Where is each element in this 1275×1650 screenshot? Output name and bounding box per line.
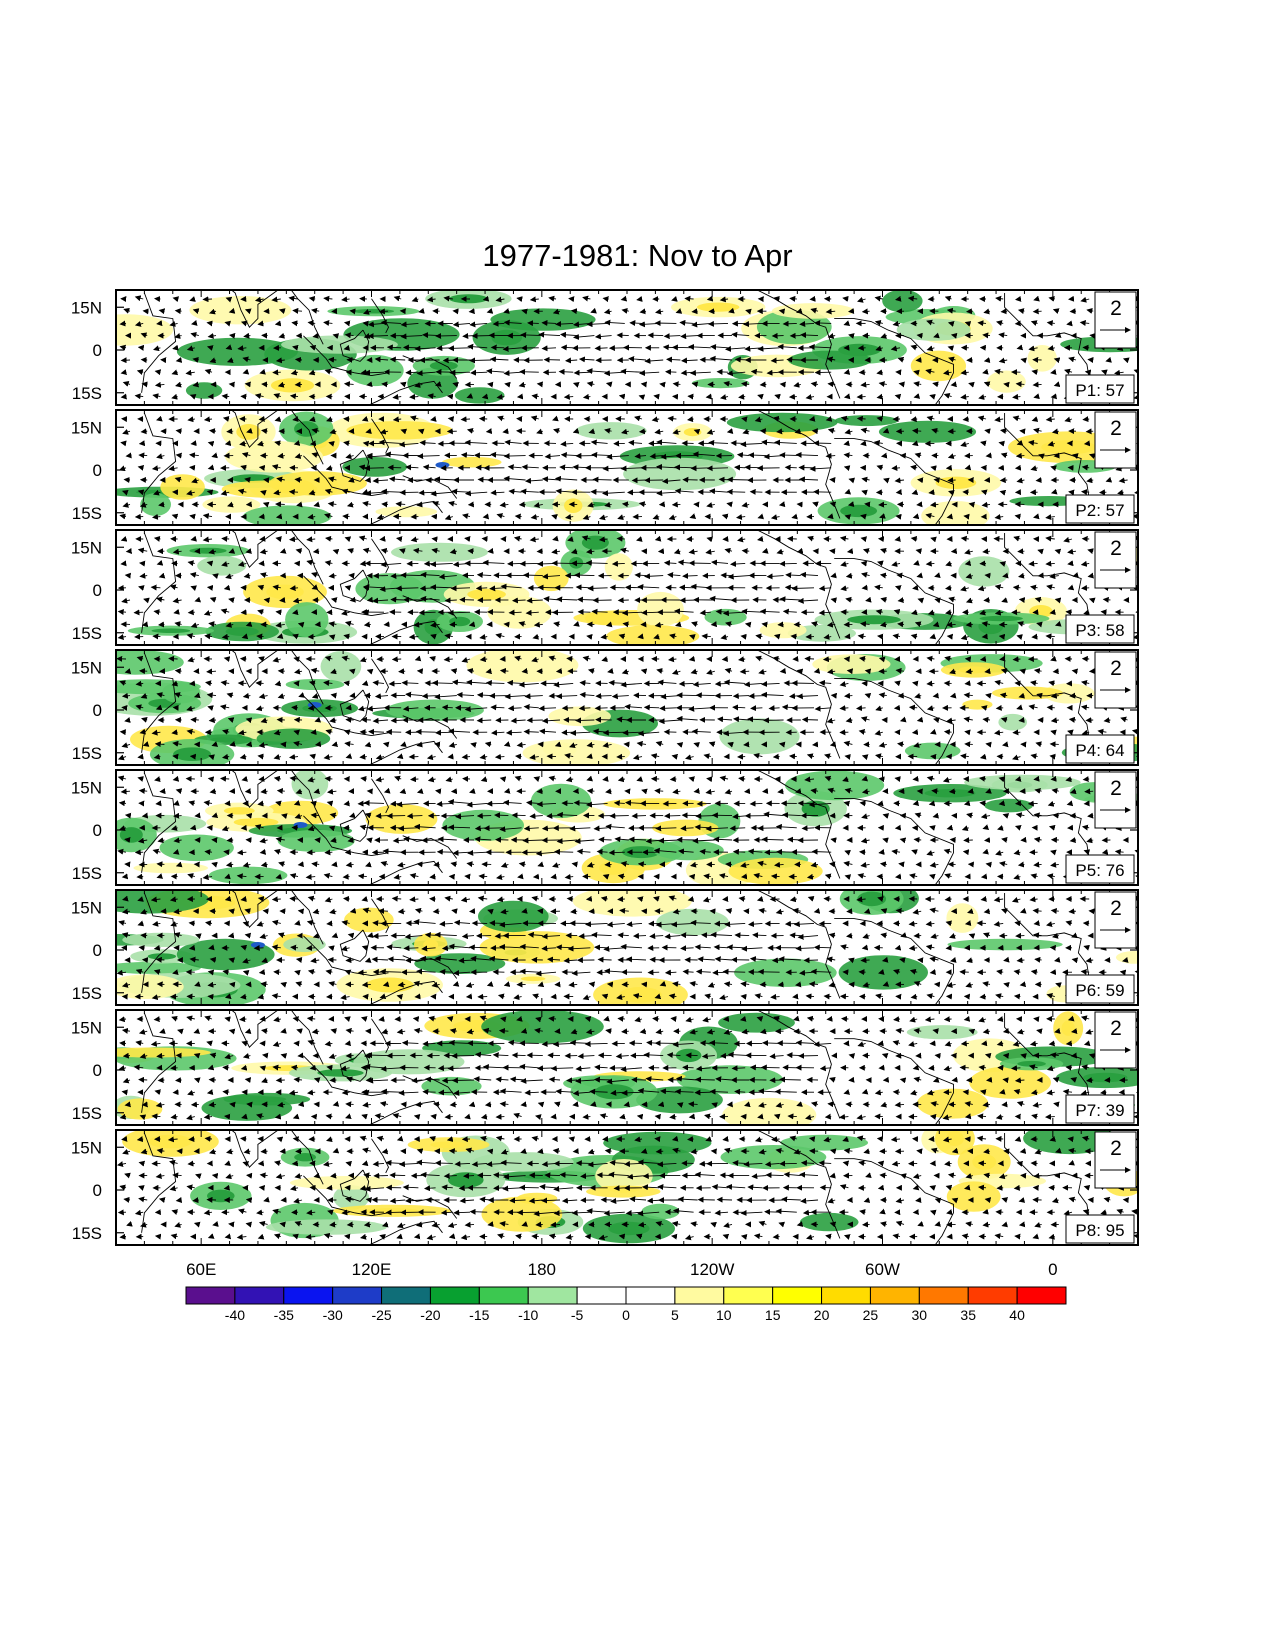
- panel-label-box: P1: 57: [1065, 374, 1135, 404]
- lon-tick-label: 120W: [690, 1260, 734, 1279]
- coastlines: [141, 410, 1091, 525]
- wind-vectors: [119, 295, 1138, 401]
- precipitation-shading: [116, 770, 1138, 885]
- lat-tick-label: 0: [93, 581, 102, 600]
- lat-tick-label: 15S: [72, 384, 102, 403]
- reference-vector-box: 2: [1094, 651, 1137, 709]
- lat-tick-label: 15S: [72, 744, 102, 763]
- wind-vectors: [117, 535, 1138, 641]
- lat-tick-label: 15N: [71, 778, 102, 797]
- lat-tick-label: 15S: [72, 984, 102, 1003]
- panel-label: P6: 59: [1075, 981, 1124, 1000]
- wind-vectors: [117, 1135, 1138, 1241]
- lat-tick-label: 0: [93, 821, 102, 840]
- panel-label: P1: 57: [1075, 381, 1124, 400]
- map-panel-1: 15N 0 15S 2 P1: 57: [71, 289, 1139, 406]
- wind-vectors: [118, 415, 1138, 521]
- panel-label: P3: 58: [1075, 621, 1124, 640]
- lat-tick-label: 0: [93, 1181, 102, 1200]
- lon-tick-label: 60E: [186, 1260, 216, 1279]
- map-panel-8: 15N 0 15S 2 P8: 95: [71, 1129, 1139, 1246]
- reference-vector-label: 2: [1110, 417, 1122, 440]
- reference-vector-box: 2: [1094, 891, 1137, 949]
- reference-vector-box: 2: [1094, 531, 1137, 589]
- precipitation-shading: [117, 1130, 1138, 1245]
- lat-tick-label: 15S: [72, 864, 102, 883]
- lat-tick-label: 15N: [71, 1018, 102, 1037]
- figure-title: 1977-1981: Nov to Apr: [482, 238, 793, 273]
- map-panel-4: 15N 0 15S 2 P4: 64: [71, 649, 1139, 766]
- panel-label: P7: 39: [1075, 1101, 1124, 1120]
- reference-vector-box: 2: [1094, 771, 1137, 829]
- panel-label-box: P4: 64: [1065, 734, 1135, 764]
- reference-vector-label: 2: [1110, 897, 1122, 920]
- reference-vector-label: 2: [1110, 297, 1122, 320]
- lon-tick-label: 180: [528, 1260, 556, 1279]
- map-panel-7: 15N 0 15S 2 P7: 39: [71, 1009, 1139, 1126]
- lat-tick-label: 15S: [72, 504, 102, 523]
- panel-label: P4: 64: [1075, 741, 1124, 760]
- lat-tick-label: 0: [93, 461, 102, 480]
- reference-vector-label: 2: [1110, 777, 1122, 800]
- reference-vector-box: 2: [1094, 1131, 1137, 1189]
- wind-vectors: [116, 655, 1138, 761]
- precipitation-shading: [117, 530, 1138, 645]
- panel-label-box: P5: 76: [1065, 854, 1135, 884]
- panel-label-box: P8: 95: [1065, 1214, 1135, 1244]
- lat-tick-label: 0: [93, 1061, 102, 1080]
- lon-tick-label: 60W: [865, 1260, 900, 1279]
- panel-label-box: P3: 58: [1065, 614, 1135, 644]
- lat-tick-label: 0: [93, 341, 102, 360]
- panel-label-box: P7: 39: [1065, 1094, 1135, 1124]
- precipitation-shading: [116, 890, 1138, 1005]
- lat-tick-label: 15S: [72, 1104, 102, 1123]
- lat-tick-label: 0: [93, 941, 102, 960]
- lat-tick-label: 15S: [72, 624, 102, 643]
- reference-vector-label: 2: [1110, 657, 1122, 680]
- coastlines: [141, 770, 1091, 885]
- lon-tick-label: 0: [1048, 1260, 1057, 1279]
- precipitation-shading: [116, 410, 1138, 525]
- panel-label: P2: 57: [1075, 501, 1124, 520]
- wind-vectors: [116, 895, 1138, 1001]
- reference-vector-box: 2: [1094, 291, 1137, 349]
- precipitation-shading: [116, 1010, 1138, 1125]
- lat-tick-label: 15N: [71, 298, 102, 317]
- precipitation-shading: [116, 290, 1138, 405]
- map-panel-6: 15N 0 15S 2 P6: 59: [71, 889, 1139, 1006]
- reference-vector-box: 2: [1094, 1011, 1137, 1069]
- panel-label-box: P6: 59: [1065, 974, 1135, 1004]
- panel-label-box: P2: 57: [1065, 494, 1135, 524]
- map-panel-3: 15N 0 15S 2 P3: 58: [71, 529, 1139, 646]
- reference-vector-box: 2: [1094, 411, 1137, 469]
- lat-tick-label: 15N: [71, 898, 102, 917]
- lat-tick-label: 15N: [71, 1138, 102, 1157]
- lat-tick-label: 15N: [71, 418, 102, 437]
- lat-tick-label: 0: [93, 701, 102, 720]
- map-panel-2: 15N 0 15S 2 P2: 57: [71, 409, 1139, 526]
- panel-label: P8: 95: [1075, 1221, 1124, 1240]
- lat-tick-label: 15S: [72, 1224, 102, 1243]
- reference-vector-label: 2: [1110, 1137, 1122, 1160]
- reference-vector-label: 2: [1110, 1017, 1122, 1040]
- lon-tick-label: 120E: [352, 1260, 392, 1279]
- panel-label: P5: 76: [1075, 861, 1124, 880]
- lat-tick-label: 15N: [71, 538, 102, 557]
- lat-tick-label: 15N: [71, 658, 102, 677]
- precipitation-shading: [116, 650, 1138, 765]
- map-panel-5: 15N 0 15S 2 P5: 76: [71, 769, 1139, 886]
- reference-vector-label: 2: [1110, 537, 1122, 560]
